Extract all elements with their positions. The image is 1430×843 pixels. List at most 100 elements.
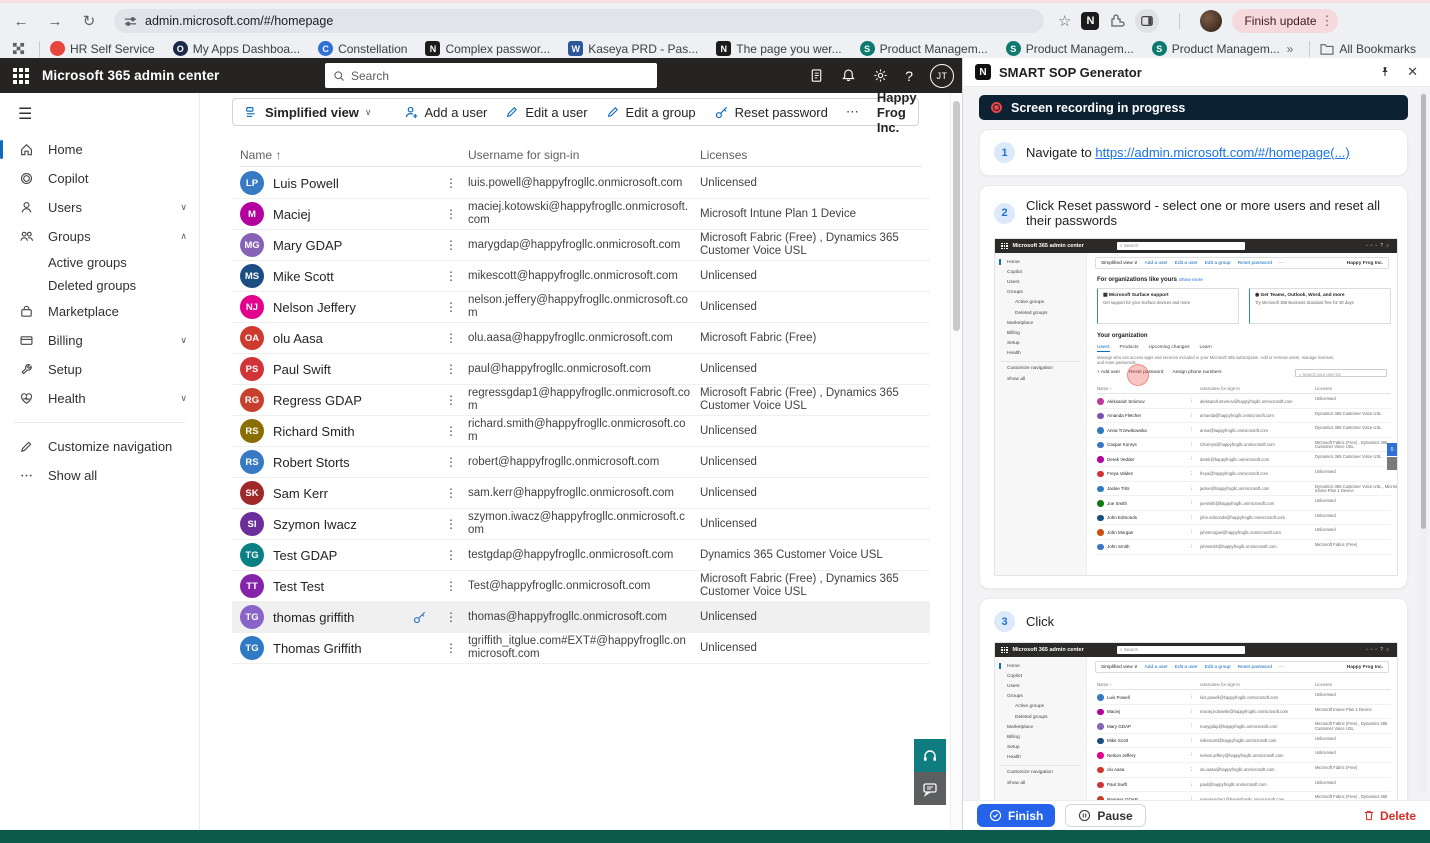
row-menu-button[interactable]: ⋮ [445, 176, 457, 190]
pin-icon[interactable] [1379, 66, 1391, 78]
feedback-button[interactable] [914, 772, 946, 805]
site-settings-icon[interactable] [124, 15, 137, 28]
table-row[interactable]: NJ Nelson Jeffery ⋮ nelson.jeffery@happyfro… [232, 292, 930, 323]
browser-menu-icon[interactable]: ⋮ [1320, 13, 1334, 28]
table-row[interactable]: LP Luis Powell ⋮ luis.powell@happyfrogllc.o… [232, 168, 930, 199]
row-menu-button[interactable]: ⋮ [445, 455, 457, 469]
finish-update-button[interactable]: Finish update ⋮ [1232, 9, 1338, 33]
table-row[interactable]: PS Paul Swift ⋮ paul@happyfrogllc.onmicroso… [232, 354, 930, 385]
more-actions-button[interactable]: ⋯ [845, 104, 859, 119]
row-menu-button[interactable]: ⋮ [445, 238, 457, 252]
finish-button[interactable]: Finish [977, 804, 1056, 827]
mini-table-row: Regress GDAP ⋮ regressgdap1@happyfrogllc.o… [1097, 792, 1391, 800]
close-icon[interactable]: ✕ [1407, 64, 1418, 79]
row-menu-button[interactable]: ⋮ [445, 269, 457, 283]
bookmark-item[interactable]: S Product Managem... [1151, 41, 1280, 56]
sidebar-item-active-groups[interactable]: Active groups [0, 251, 199, 274]
edit-user-button[interactable]: Edit a user [505, 105, 588, 120]
row-menu-button[interactable]: ⋮ [445, 424, 457, 438]
sidebar-item-setup[interactable]: Setup [0, 355, 199, 384]
table-row[interactable]: TG thomas griffith ⋮ thomas@happyfrogllc.on… [232, 602, 930, 633]
table-row[interactable]: MG Mary GDAP ⋮ marygdap@happyfrogllc.onmicr… [232, 230, 930, 261]
sidebar-item-groups[interactable]: Groups ∧ [0, 222, 199, 251]
sidebar-item-copilot[interactable]: Copilot [0, 164, 199, 193]
table-row[interactable]: RG Regress GDAP ⋮ regressgdap1@happyfrogllc… [232, 385, 930, 416]
user-licenses: Microsoft Fabric (Free) , Dynamics 365 C… [700, 232, 899, 257]
column-username[interactable]: Username for sign-in [468, 148, 580, 162]
sidebar-item-health[interactable]: Health ∨ [0, 384, 199, 413]
apps-grid-icon[interactable] [12, 42, 25, 55]
table-row[interactable]: SK Sam Kerr ⋮ sam.kerr@happyfrogllc.onmicro… [232, 478, 930, 509]
panel-scrollbar[interactable] [1420, 92, 1427, 794]
step-link[interactable]: https://admin.microsoft.com/#/homepage(.… [1095, 145, 1350, 160]
all-bookmarks-button[interactable]: All Bookmarks [1320, 42, 1416, 56]
row-menu-button[interactable]: ⋮ [445, 548, 457, 562]
edit-group-button[interactable]: Edit a group [606, 105, 696, 120]
table-row[interactable]: SI Szymon Iwacz ⋮ szymon.iwacz@happyfrogllc… [232, 509, 930, 540]
reset-password-key-icon[interactable] [412, 610, 427, 625]
browser-profile-avatar[interactable] [1200, 10, 1223, 32]
table-row[interactable]: TT Test Test ⋮ Test@happyfrogllc.onmicrosof… [232, 571, 930, 602]
sidebar-item-show-all[interactable]: Show all [0, 461, 199, 490]
bookmark-item[interactable]: C Constellation [318, 41, 407, 56]
bookmark-item[interactable]: S Product Managem... [1005, 41, 1134, 56]
sidebar-item-users[interactable]: Users ∨ [0, 193, 199, 222]
delete-button[interactable]: Delete [1363, 809, 1416, 823]
sidebar-item-deleted-groups[interactable]: Deleted groups [0, 274, 199, 297]
extension-icon[interactable] [1109, 13, 1126, 29]
m365-search-box[interactable]: Search [325, 63, 657, 88]
column-name[interactable]: Name ↑ [240, 148, 282, 162]
bookmark-star-icon[interactable]: ☆ [1058, 13, 1072, 30]
row-menu-button[interactable]: ⋮ [445, 362, 457, 376]
notifications-bell-icon[interactable] [841, 68, 856, 83]
table-row[interactable]: MS Mike Scott ⋮ mikescott@happyfrogllc.onmi… [232, 261, 930, 292]
bookmark-item[interactable]: N Complex passwor... [425, 41, 550, 56]
row-menu-button[interactable]: ⋮ [445, 517, 457, 531]
table-row[interactable]: TG Test GDAP ⋮ testgdap@happyfrogllc.onmicr… [232, 540, 930, 571]
add-user-button[interactable]: Add a user [404, 105, 487, 120]
table-row[interactable]: RS Robert Storts ⋮ robert@happyfrogllc.onmi… [232, 447, 930, 478]
sidebar-item-billing[interactable]: Billing ∨ [0, 326, 199, 355]
row-menu-button[interactable]: ⋮ [445, 300, 457, 314]
back-button[interactable]: ← [13, 12, 29, 30]
reset-password-button[interactable]: Reset password [714, 105, 828, 120]
help-question-icon[interactable]: ? [905, 67, 913, 84]
row-menu-button[interactable]: ⋮ [445, 393, 457, 407]
nav-collapse-hamburger-icon[interactable]: ☰ [18, 106, 33, 123]
account-avatar[interactable]: JT [930, 63, 954, 88]
table-row[interactable]: OA olu Aasa ⋮ olu.aasa@happyfrogllc.onmicro… [232, 323, 930, 354]
row-menu-button[interactable]: ⋮ [445, 207, 457, 221]
row-menu-button[interactable]: ⋮ [445, 641, 457, 655]
page-scrollbar[interactable] [950, 93, 962, 830]
row-menu-button[interactable]: ⋮ [445, 331, 457, 345]
sidebar-item-marketplace[interactable]: Marketplace [0, 297, 199, 326]
app-launcher-waffle-icon[interactable] [0, 58, 42, 93]
view-selector-button[interactable]: Simplified view ∨ [245, 105, 372, 120]
table-row[interactable]: RS Richard Smith ⋮ richard.smith@happyfrogl… [232, 416, 930, 447]
column-licenses[interactable]: Licenses [700, 148, 748, 162]
pause-button[interactable]: Pause [1065, 804, 1146, 827]
settings-gear-icon[interactable] [873, 68, 888, 83]
support-headset-button[interactable] [914, 739, 946, 772]
address-bar[interactable]: admin.microsoft.com/#/homepage [114, 9, 1044, 33]
bookmark-item[interactable]: W Kaseya PRD - Pas... [568, 41, 698, 56]
extension-n-icon[interactable]: N [1081, 12, 1100, 30]
sidebar-item-customize-navigation[interactable]: Customize navigation [0, 432, 199, 461]
forward-button[interactable]: → [47, 12, 63, 30]
bookmark-item[interactable]: O My Apps Dashboa... [172, 41, 300, 56]
whats-new-icon[interactable] [809, 68, 824, 83]
reload-button[interactable]: ↻ [82, 13, 96, 30]
sidebar-item-home[interactable]: Home [0, 135, 199, 164]
bookmarks-overflow-chevron[interactable]: » [1286, 41, 1294, 56]
bookmark-item[interactable]: HR Self Service [50, 41, 155, 56]
row-menu-button[interactable]: ⋮ [445, 610, 457, 624]
table-row[interactable]: M Maciej ⋮ maciej.kotowski@happyfrogllc.onm… [232, 199, 930, 230]
table-row[interactable]: TG Thomas Griffith ⋮ tgriffith_itglue.com#E… [232, 633, 930, 664]
side-panel-icon[interactable] [1135, 9, 1160, 33]
bookmark-item[interactable]: S Product Managem... [859, 41, 988, 56]
row-menu-button[interactable]: ⋮ [445, 486, 457, 500]
mini-table-row: Joe Smith ⋮ joesmith@happyfrogllc.onmicros… [1097, 496, 1391, 511]
step-number-badge: 2 [994, 202, 1015, 224]
bookmark-item[interactable]: N The page you wer... [716, 41, 842, 56]
row-menu-button[interactable]: ⋮ [445, 579, 457, 593]
